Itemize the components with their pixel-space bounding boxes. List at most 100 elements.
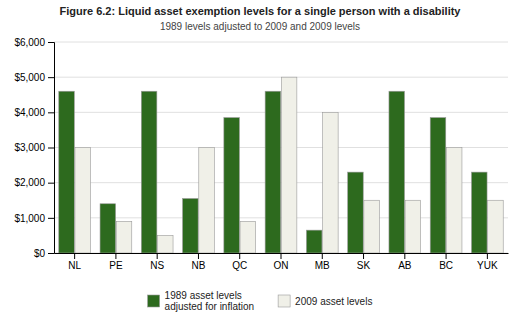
bar xyxy=(281,77,297,253)
x-tick-label: SK xyxy=(357,260,371,271)
x-tick-label: BC xyxy=(439,260,453,271)
legend-item: 1989 asset levelsadjusted for inflation xyxy=(148,290,255,312)
y-tick-mark xyxy=(48,183,54,184)
y-tick: $6,000 xyxy=(14,37,54,48)
bar xyxy=(389,91,405,253)
y-tick-mark xyxy=(48,253,54,254)
x-tick-mark xyxy=(74,253,75,259)
y-tick-mark xyxy=(48,218,54,219)
y-tick: $4,000 xyxy=(14,107,54,118)
x-tick: ON xyxy=(274,253,289,271)
bar xyxy=(100,204,116,253)
y-tick-label: $4,000 xyxy=(14,107,45,118)
y-axis: $0 $1,000 $2,000 $3,000 $4,000 $5,000 $6,000 xyxy=(14,37,54,259)
x-tick-mark xyxy=(487,253,488,259)
x-tick-mark xyxy=(115,253,116,259)
legend-swatch xyxy=(278,295,290,307)
x-tick: YUK xyxy=(477,253,498,271)
bar xyxy=(116,221,132,253)
bar xyxy=(446,148,462,254)
y-tick: $1,000 xyxy=(14,213,54,224)
x-tick-mark xyxy=(239,253,240,259)
x-tick-label: YUK xyxy=(477,260,498,271)
x-tick-label: NS xyxy=(150,260,164,271)
y-tick-mark xyxy=(48,77,54,78)
x-tick: SK xyxy=(357,253,371,271)
y-tick-label: $1,000 xyxy=(14,213,45,224)
legend-label-line: 1989 asset levels xyxy=(165,290,242,301)
x-tick-mark xyxy=(281,253,282,259)
y-tick-label: $0 xyxy=(34,248,46,259)
x-tick: NS xyxy=(150,253,164,271)
grid-line xyxy=(54,112,508,113)
bar xyxy=(265,91,281,253)
bar xyxy=(306,230,322,253)
y-tick-label: $3,000 xyxy=(14,142,45,153)
bar xyxy=(59,91,75,253)
subtitle: 1989 levels adjusted to 2009 and 2009 le… xyxy=(160,21,360,32)
y-tick: $2,000 xyxy=(14,177,54,188)
x-tick-mark xyxy=(363,253,364,259)
y-axis-line xyxy=(48,43,55,254)
y-tick: $3,000 xyxy=(14,142,54,153)
bar xyxy=(488,200,504,253)
bars xyxy=(59,77,503,253)
x-tick-mark xyxy=(322,253,323,259)
bar xyxy=(240,221,256,253)
x-tick: BC xyxy=(439,253,453,271)
chart-container: Figure 6.2: Liquid asset exemption level… xyxy=(0,0,520,319)
bar xyxy=(199,148,215,254)
x-tick-mark xyxy=(198,253,199,259)
x-tick: PE xyxy=(109,253,123,271)
x-tick: AB xyxy=(398,253,412,271)
x-tick-label: NB xyxy=(192,260,206,271)
grid-line xyxy=(54,42,508,43)
bar xyxy=(348,172,364,253)
x-tick-mark xyxy=(157,253,158,259)
bar xyxy=(430,118,446,253)
legend-label-line: adjusted for inflation xyxy=(165,301,255,312)
x-tick: NB xyxy=(192,253,206,271)
bar xyxy=(141,91,157,253)
legend-label: 1989 asset levelsadjusted for inflation xyxy=(165,290,255,312)
x-tick-mark xyxy=(404,253,405,259)
x-tick-label: NL xyxy=(68,260,81,271)
x-tick: MB xyxy=(315,253,330,271)
chart-svg: Figure 6.2: Liquid asset exemption level… xyxy=(0,0,520,319)
y-tick-mark xyxy=(48,42,54,43)
bar xyxy=(323,112,339,253)
x-tick: NL xyxy=(68,253,81,271)
bar xyxy=(75,148,91,254)
y-tick: $5,000 xyxy=(14,72,54,83)
x-tick-mark xyxy=(446,253,447,259)
bar-series xyxy=(59,91,487,253)
title: Figure 6.2: Liquid asset exemption level… xyxy=(60,5,462,17)
x-tick-label: AB xyxy=(398,260,412,271)
x-tick-label: PE xyxy=(109,260,123,271)
bar xyxy=(364,200,380,253)
legend-label-line: 2009 asset levels xyxy=(295,296,372,307)
bar xyxy=(158,235,174,253)
legend-item: 2009 asset levels xyxy=(278,295,372,307)
x-tick-label: QC xyxy=(232,260,247,271)
bar xyxy=(183,198,199,253)
bar xyxy=(405,200,421,253)
y-tick-label: $6,000 xyxy=(14,37,45,48)
x-tick-label: ON xyxy=(274,260,289,271)
x-axis: NL PE NS NB QC ON MB SK AB BC YUK xyxy=(55,253,509,271)
x-tick-label: MB xyxy=(315,260,330,271)
y-tick-label: $2,000 xyxy=(14,177,45,188)
legend-swatch xyxy=(148,295,160,307)
bar xyxy=(224,118,240,253)
bar xyxy=(472,172,488,253)
grid-line xyxy=(54,77,508,78)
y-tick-mark xyxy=(48,148,54,149)
grid xyxy=(54,42,508,253)
legend-label: 2009 asset levels xyxy=(295,296,372,307)
legend: 1989 asset levelsadjusted for inflation 2… xyxy=(148,290,373,312)
bar-series xyxy=(75,77,503,253)
y-tick-mark xyxy=(48,112,54,113)
y-tick: $0 xyxy=(34,248,54,259)
x-tick: QC xyxy=(232,253,247,271)
y-tick-label: $5,000 xyxy=(14,72,45,83)
